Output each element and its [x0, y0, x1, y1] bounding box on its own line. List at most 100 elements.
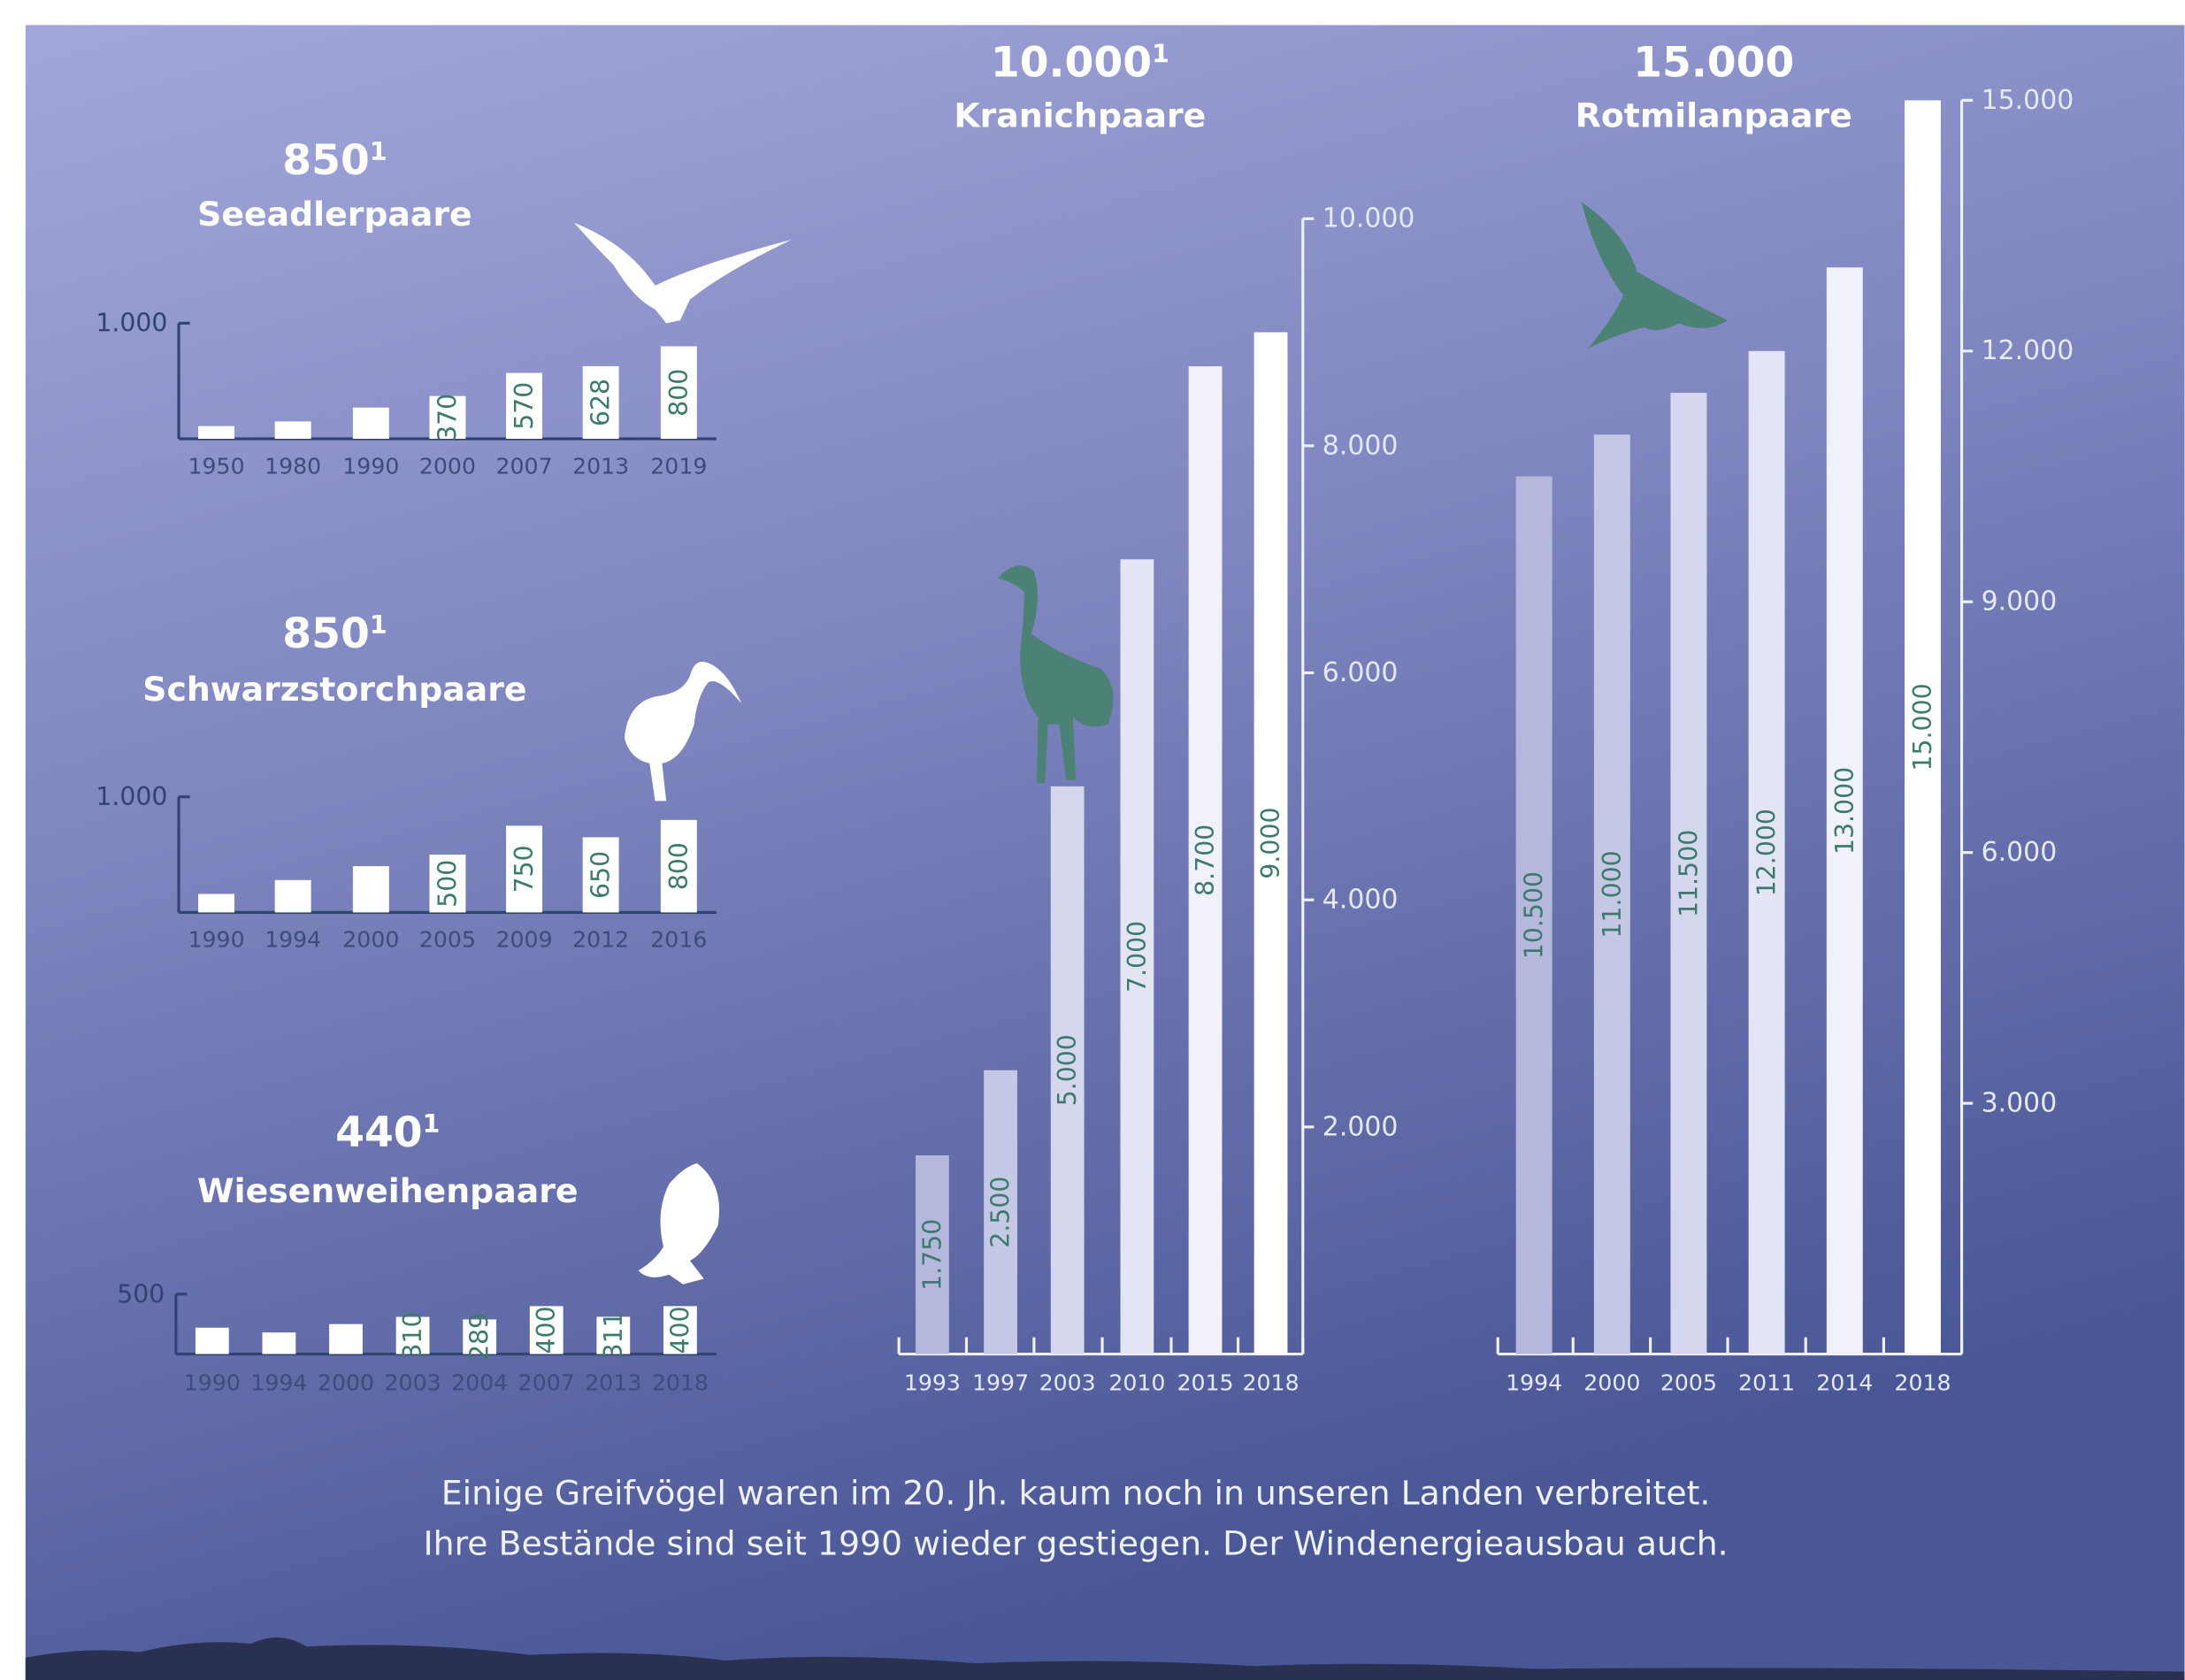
value-label: 10.500: [1520, 871, 1549, 959]
value-label: 1.750: [917, 1219, 947, 1291]
footnote-mark: 1: [423, 1108, 441, 1138]
value-label: 289: [465, 1313, 494, 1361]
bar: [529, 1306, 564, 1354]
value-label: 7.000: [1123, 921, 1152, 993]
headline: 8501: [282, 136, 387, 185]
chart-title: Rotmilanpaare: [1576, 96, 1852, 134]
x-tick-label: 2015: [1177, 1369, 1233, 1395]
value-label: 2.500: [986, 1177, 1016, 1248]
value-label: 400: [532, 1306, 561, 1354]
x-tick-label: 2018: [652, 1369, 709, 1395]
eagle-icon: [574, 222, 792, 324]
x-tick-label: 2000: [1583, 1369, 1640, 1395]
x-tick-label: 1990: [342, 453, 399, 479]
x-tick-label: 2010: [1108, 1369, 1165, 1395]
headline-number: 10.000: [991, 39, 1152, 88]
bar: [916, 1155, 949, 1354]
y-tick-label: 1.000: [96, 309, 167, 338]
x-tick-label: 1994: [264, 927, 321, 953]
bar: [1593, 434, 1630, 1354]
tree-line: [25, 1637, 2185, 1680]
x-tick-label: 1994: [250, 1369, 307, 1395]
value-label: 12.000: [1752, 809, 1782, 896]
x-tick-label: 1950: [188, 453, 245, 479]
y-tick-label: 15.000: [1982, 85, 2074, 116]
x-tick-label: 2011: [1738, 1369, 1795, 1395]
caption-line: Ihre Bestände sind seit 1990 wieder gest…: [424, 1523, 1729, 1562]
value-label: 370: [433, 394, 462, 441]
x-tick-label: 2000: [318, 1369, 374, 1395]
bar: [1905, 100, 1941, 1354]
y-tick-label: 500: [117, 1279, 165, 1308]
footnote-mark: 1: [370, 136, 387, 165]
bar: [463, 1319, 497, 1354]
bar: [1515, 476, 1552, 1354]
headline: 4401: [335, 1108, 440, 1157]
value-label: 628: [586, 379, 616, 426]
bar: [274, 879, 311, 913]
value-label: 5.000: [1053, 1034, 1082, 1106]
footnote-mark: 1: [370, 610, 387, 640]
x-tick-label: 1980: [264, 453, 321, 479]
x-tick-label: 1997: [972, 1369, 1029, 1395]
value-label: 570: [510, 382, 539, 430]
x-tick-label: 2014: [1816, 1369, 1873, 1395]
x-tick-label: 1994: [1506, 1369, 1562, 1395]
bar: [1120, 559, 1154, 1354]
headline: 10.0001: [991, 39, 1169, 88]
chart-title: Kranichpaare: [954, 96, 1206, 134]
value-label: 311: [599, 1311, 628, 1359]
value-label: 500: [433, 860, 462, 908]
bar: [352, 866, 389, 913]
bar: [198, 894, 235, 913]
value-label: 15.000: [1908, 683, 1937, 771]
value-label: 800: [664, 842, 694, 890]
x-tick-label: 2000: [419, 453, 476, 479]
headline-number: 15.000: [1633, 39, 1794, 88]
y-tick-label: 1.000: [96, 782, 167, 811]
y-tick-label: 10.000: [1322, 203, 1415, 234]
bar-chart: 10.0001Kranichpaare2.0004.0006.0008.0001…: [897, 39, 1415, 1395]
bar: [984, 1070, 1017, 1354]
x-tick-label: 2004: [451, 1369, 508, 1395]
bar: [1188, 366, 1223, 1354]
bar: [329, 1323, 363, 1354]
x-tick-label: 1993: [904, 1369, 961, 1395]
y-tick-label: 2.000: [1322, 1111, 1399, 1142]
bar-chart: 8501 Seeadlerpaare 1.000 1950 1980 1990 2000 37…: [96, 136, 717, 479]
x-tick-label: 2003: [1039, 1369, 1096, 1395]
value-label: 11.500: [1674, 830, 1703, 917]
bar: [506, 372, 543, 440]
x-tick-label: 1990: [184, 1369, 241, 1395]
headline-number: 440: [335, 1108, 423, 1157]
x-tick-label: 2019: [650, 453, 707, 479]
bar: [352, 407, 389, 440]
value-label: 8.700: [1191, 825, 1220, 896]
y-tick-label: 6.000: [1982, 837, 2058, 868]
x-tick-label: 2013: [572, 453, 629, 479]
bar: [660, 819, 697, 913]
x-tick-label: 2005: [1660, 1369, 1717, 1395]
x-tick-label: 2018: [1242, 1369, 1299, 1395]
headline: 15.000: [1633, 39, 1794, 88]
kite-icon: [1581, 202, 1729, 349]
value-label: 800: [664, 369, 694, 417]
bar: [1748, 350, 1785, 1354]
y-tick-label: 8.000: [1322, 430, 1399, 461]
bar: [596, 1316, 631, 1354]
x-tick-label: 2016: [650, 927, 707, 953]
bar: [429, 855, 466, 913]
headline-number: 850: [282, 136, 370, 185]
headline-number: 850: [282, 610, 370, 658]
x-tick-label: 2009: [495, 927, 552, 953]
x-tick-label: 2005: [419, 927, 476, 953]
headline: 8501: [282, 610, 387, 658]
value-label: 310: [398, 1312, 427, 1360]
bar: [274, 421, 311, 440]
x-tick-label: 2013: [585, 1369, 641, 1395]
y-tick-label: 9.000: [1982, 587, 2058, 618]
chart-title: Seeadlerpaare: [197, 195, 472, 234]
bar-chart: 15.000 Rotmilanpaare 3.000 6.000 9.000 12.000…: [1496, 39, 2074, 1395]
bar: [1050, 786, 1085, 1354]
